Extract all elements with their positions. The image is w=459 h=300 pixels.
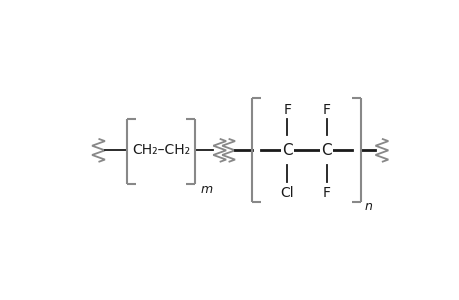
Text: C: C [321,143,331,158]
Text: F: F [322,103,330,117]
Text: F: F [322,186,330,200]
Text: n: n [364,200,371,213]
Text: m: m [200,183,212,196]
Text: Cl: Cl [280,186,294,200]
Text: C: C [281,143,292,158]
Text: F: F [283,103,291,117]
Text: CH₂–CH₂: CH₂–CH₂ [132,143,190,157]
